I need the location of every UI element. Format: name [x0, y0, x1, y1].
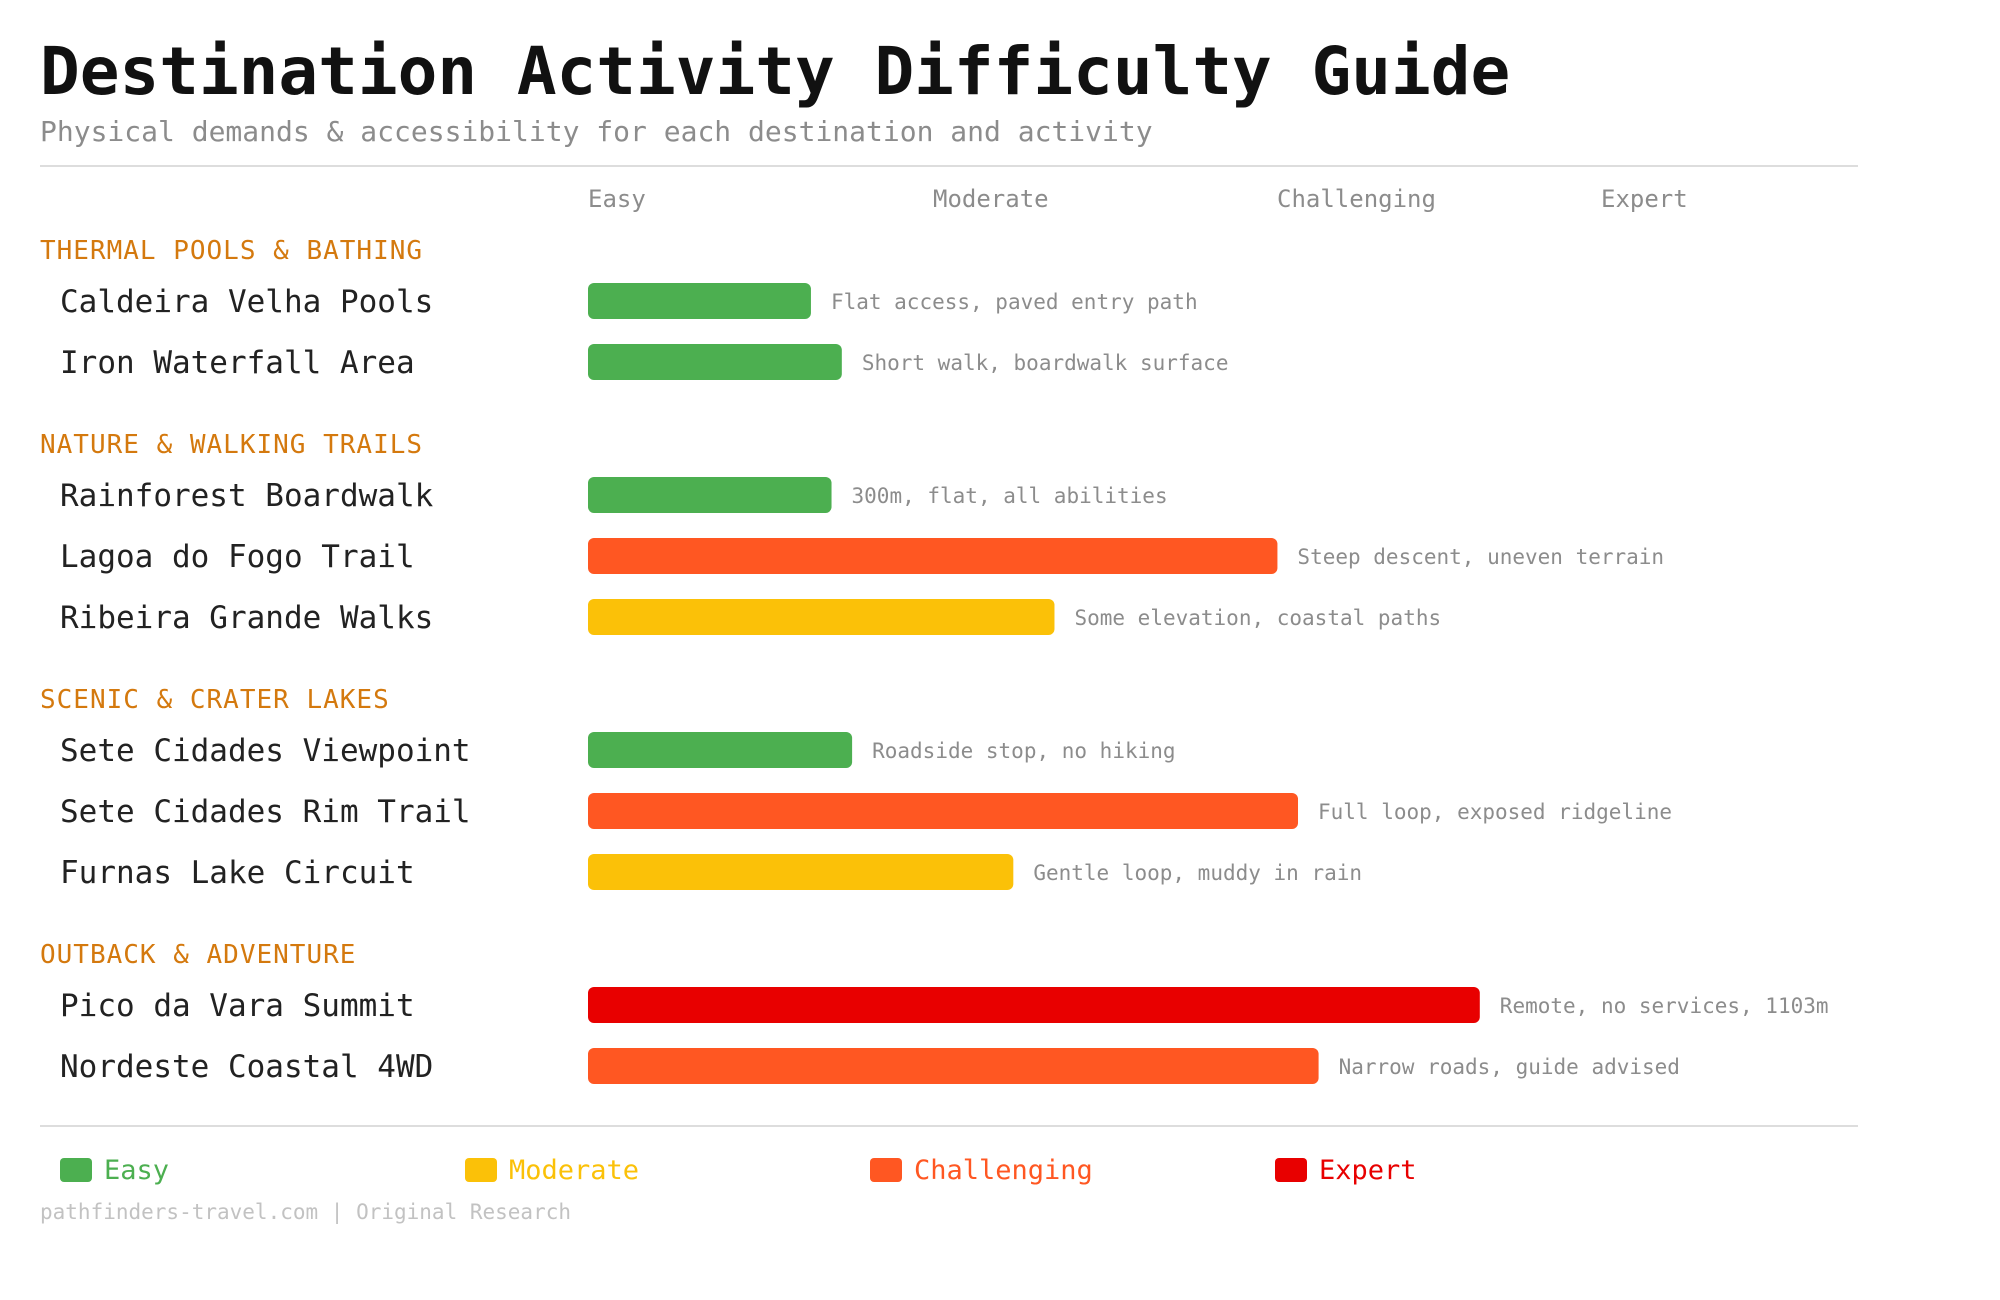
legend-label: Easy — [104, 1154, 170, 1186]
level-label-moderate: Moderate — [933, 185, 1049, 213]
row-label: Pico da Vara Summit — [60, 988, 415, 1024]
legend-swatch — [465, 1158, 497, 1182]
legend-label: Moderate — [509, 1154, 640, 1186]
header-divider — [40, 165, 1858, 167]
legend-item-moderate: Moderate — [465, 1150, 639, 1190]
row-label: Sete Cidades Rim Trail — [60, 794, 471, 830]
row-note: Narrow roads, guide advised — [1339, 1055, 1680, 1079]
row-label: Iron Waterfall Area — [60, 345, 415, 381]
difficulty-bar-challenging — [588, 793, 1299, 829]
difficulty-bar-easy — [588, 344, 842, 380]
difficulty-bar-easy — [588, 283, 811, 319]
row-note: Short walk, boardwalk surface — [862, 351, 1229, 375]
difficulty-bar-easy — [588, 732, 853, 768]
difficulty-bar-challenging — [588, 1048, 1319, 1084]
difficulty-bar-moderate — [588, 854, 1014, 890]
row-note: Gentle loop, muddy in rain — [1033, 861, 1362, 885]
row-label: Lagoa do Fogo Trail — [60, 539, 415, 575]
legend-item-challenging: Challenging — [870, 1150, 1093, 1190]
legend-swatch — [60, 1158, 92, 1182]
row-note: 300m, flat, all abilities — [852, 484, 1168, 508]
row-label: Rainforest Boardwalk — [60, 478, 434, 514]
chart-subtitle: Physical demands & accessibility for eac… — [40, 115, 1153, 148]
row-note: Roadside stop, no hiking — [872, 739, 1175, 763]
row-note: Flat access, paved entry path — [831, 290, 1198, 314]
level-label-expert: Expert — [1601, 185, 1688, 213]
category-heading: OUTBACK & ADVENTURE — [40, 940, 356, 970]
category-heading: SCENIC & CRATER LAKES — [40, 685, 390, 715]
row-note: Remote, no services, 1103m — [1500, 994, 1829, 1018]
source-footer: pathfinders-travel.com | Original Resear… — [40, 1200, 572, 1224]
difficulty-bar-expert — [588, 987, 1480, 1023]
legend-item-expert: Expert — [1275, 1150, 1417, 1190]
chart-title: Destination Activity Difficulty Guide — [40, 33, 1511, 110]
difficulty-bar-easy — [588, 477, 832, 513]
row-label: Sete Cidades Viewpoint — [60, 733, 471, 769]
row-label: Nordeste Coastal 4WD — [60, 1049, 433, 1085]
row-note: Steep descent, uneven terrain — [1297, 545, 1664, 569]
level-label-easy: Easy — [588, 185, 646, 213]
row-label: Ribeira Grande Walks — [60, 600, 433, 636]
footer-divider — [40, 1125, 1858, 1127]
difficulty-bar-moderate — [588, 599, 1055, 635]
row-note: Full loop, exposed ridgeline — [1318, 800, 1672, 824]
legend: Easy Moderate Challenging Expert — [60, 1150, 1660, 1190]
row-note: Some elevation, coastal paths — [1074, 606, 1441, 630]
category-heading: THERMAL POOLS & BATHING — [40, 236, 423, 266]
row-label: Caldeira Velha Pools — [60, 284, 433, 320]
legend-swatch — [1275, 1158, 1307, 1182]
legend-label: Challenging — [914, 1154, 1093, 1186]
legend-item-easy: Easy — [60, 1150, 169, 1190]
legend-swatch — [870, 1158, 902, 1182]
category-heading: NATURE & WALKING TRAILS — [40, 430, 423, 460]
difficulty-bar-challenging — [588, 538, 1278, 574]
level-label-challenging: Challenging — [1277, 185, 1436, 213]
legend-label: Expert — [1319, 1154, 1417, 1186]
row-label: Furnas Lake Circuit — [60, 855, 415, 891]
